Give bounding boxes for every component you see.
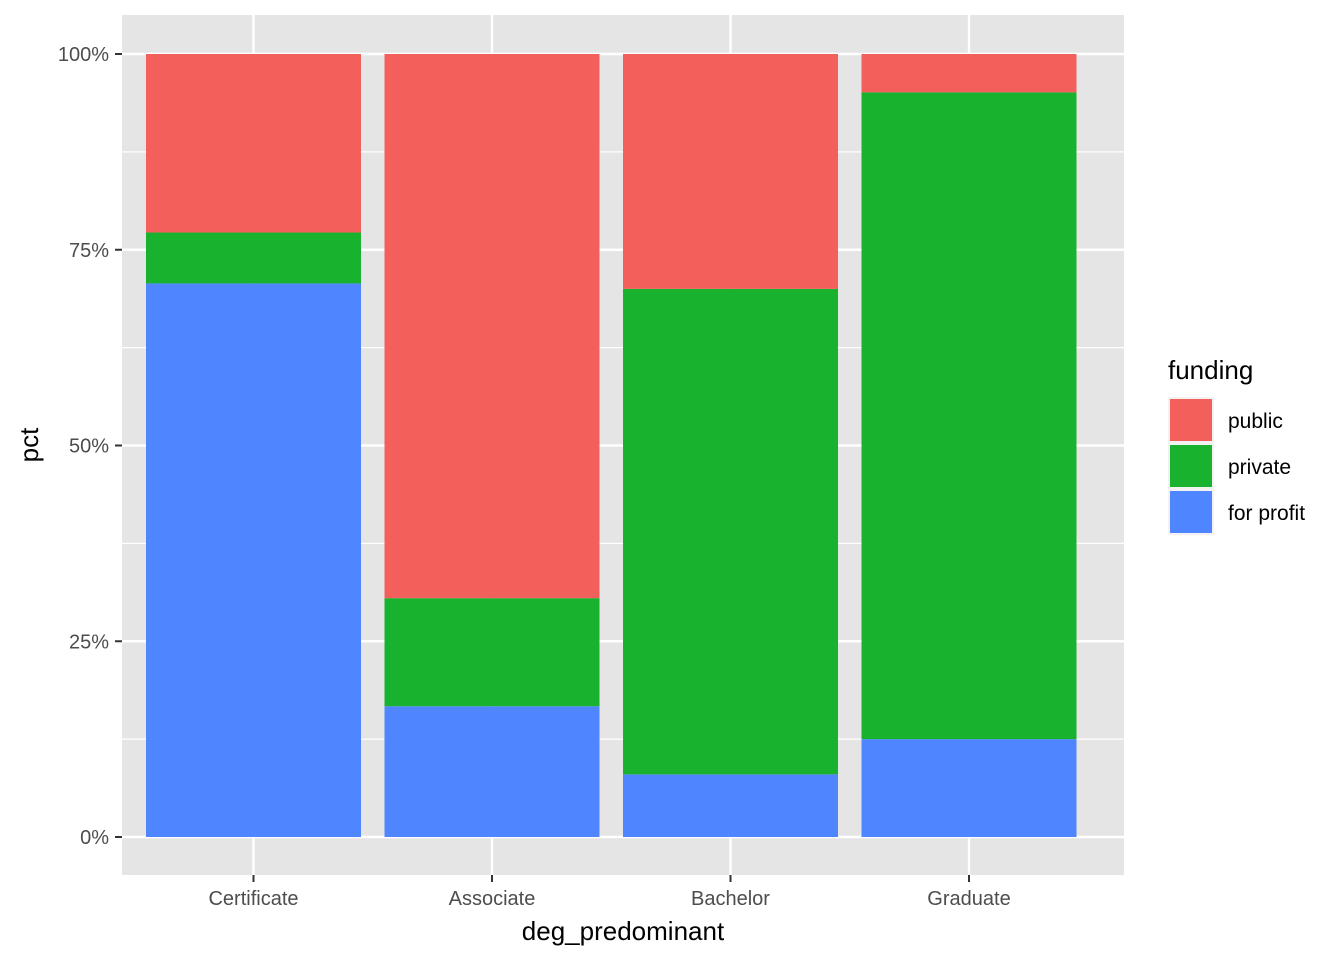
legend-label: private — [1228, 456, 1291, 479]
bar-segment-for-profit — [623, 774, 838, 837]
bar-segment-public — [623, 54, 838, 289]
x-axis-title: deg_predominant — [522, 916, 725, 946]
y-axis: 0% 25% 50% 75% 100% — [58, 44, 122, 849]
legend-title: funding — [1168, 355, 1253, 385]
bar-segment-public — [146, 54, 361, 233]
x-tick-label: Certificate — [208, 888, 298, 910]
legend-label: for profit — [1228, 502, 1305, 525]
x-axis: Certificate Associate Bachelor Graduate — [208, 875, 1011, 910]
bars-layer — [146, 54, 1077, 837]
legend-swatch — [1170, 399, 1212, 441]
bar-segment-private — [384, 598, 600, 707]
bar-segment-for-profit — [146, 283, 361, 837]
x-tick-label: Bachelor — [691, 888, 770, 910]
bar-segment-private — [861, 92, 1077, 740]
y-tick-label: 25% — [69, 631, 109, 653]
bar-segment-private — [146, 232, 361, 284]
legend-swatch — [1170, 445, 1212, 487]
bar-segment-private — [623, 288, 838, 775]
y-tick-label: 0% — [80, 827, 109, 849]
x-tick-label: Graduate — [927, 888, 1010, 910]
y-tick-label: 100% — [58, 44, 109, 66]
bar-segment-for-profit — [861, 739, 1077, 837]
legend-label: public — [1228, 410, 1283, 433]
y-tick-label: 50% — [69, 436, 109, 458]
legend-swatch — [1170, 491, 1212, 533]
bar-segment-public — [384, 54, 600, 599]
y-axis-title: pct — [14, 427, 44, 462]
bar-segment-for-profit — [384, 706, 600, 837]
y-tick-label: 75% — [69, 240, 109, 262]
legend: funding public private for profit — [1168, 355, 1305, 535]
bar-segment-public — [861, 54, 1077, 93]
x-tick-label: Associate — [449, 888, 536, 910]
